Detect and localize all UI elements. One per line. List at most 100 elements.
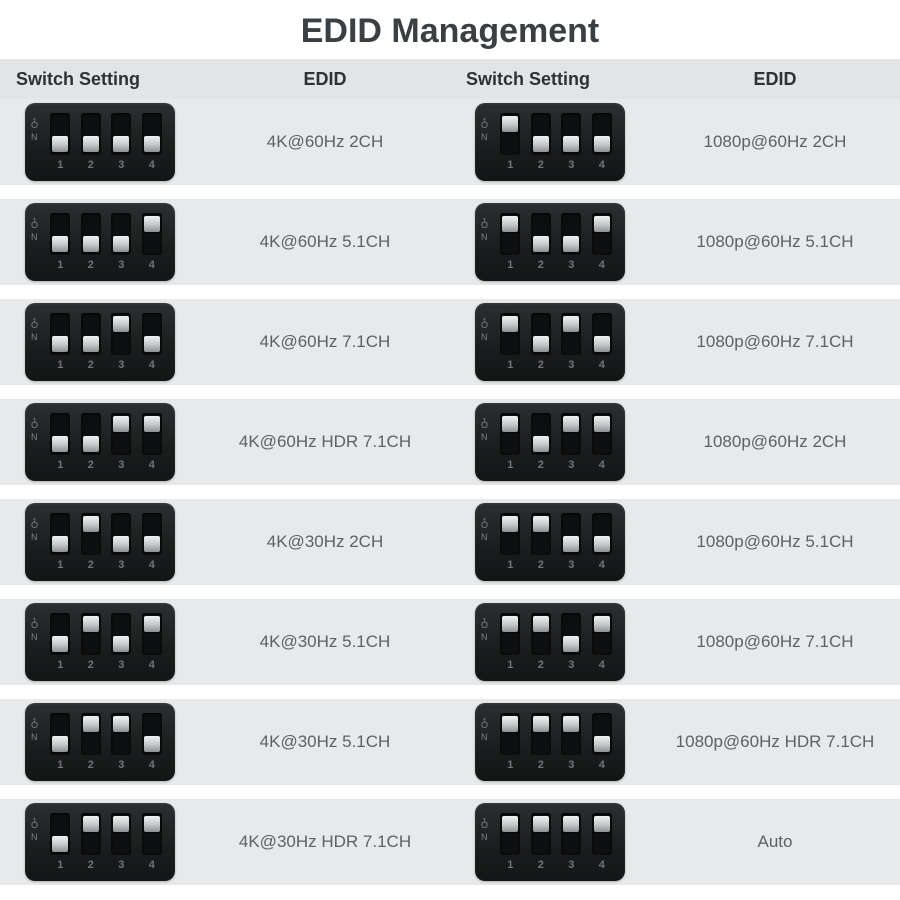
dip-knob — [144, 536, 160, 552]
dip-slot: 1 — [49, 513, 72, 575]
dip-track — [592, 713, 612, 755]
dip-track — [531, 413, 551, 455]
dip-slot: 3 — [110, 413, 133, 475]
dip-knob — [83, 816, 99, 832]
dip-slot: 1 — [49, 813, 72, 875]
cell-switch: ↑ON1234 — [0, 503, 200, 581]
dip-number: 3 — [568, 559, 574, 571]
cell-switch: ↑ON1234 — [0, 603, 200, 681]
dip-track — [142, 413, 162, 455]
dip-knob — [144, 136, 160, 152]
dip-switch: ↑ON1234 — [475, 703, 625, 781]
dip-track — [500, 713, 520, 755]
dip-number: 1 — [57, 559, 63, 571]
cell-edid: 4K@60Hz 5.1CH — [200, 232, 450, 252]
dip-track — [531, 613, 551, 655]
dip-track — [111, 813, 131, 855]
dip-track — [531, 713, 551, 755]
dip-knob — [533, 516, 549, 532]
cell-switch: ↑ON1234 — [450, 803, 650, 881]
dip-knob — [563, 416, 579, 432]
dip-slot: 2 — [530, 313, 553, 375]
dip-number: 4 — [599, 759, 605, 771]
dip-number: 2 — [88, 559, 94, 571]
dip-slot: 4 — [141, 113, 164, 175]
dip-slot: 1 — [499, 813, 522, 875]
dip-slot: 4 — [141, 713, 164, 775]
dip-slot: 2 — [530, 113, 553, 175]
dip-number: 1 — [507, 559, 513, 571]
dip-knob — [52, 636, 68, 652]
dip-slot: 2 — [80, 713, 103, 775]
dip-slot: 4 — [141, 513, 164, 575]
dip-knob — [52, 536, 68, 552]
dip-number: 1 — [507, 859, 513, 871]
table-row: ↑ON12344K@30Hz 5.1CH↑ON12341080p@60Hz HD… — [0, 699, 900, 785]
dip-knob — [52, 436, 68, 452]
cell-switch: ↑ON1234 — [450, 303, 650, 381]
dip-knob — [113, 236, 129, 252]
dip-number: 4 — [149, 559, 155, 571]
cell-edid: 4K@60Hz 2CH — [200, 132, 450, 152]
dip-knob — [144, 616, 160, 632]
cell-edid: 1080p@60Hz 2CH — [650, 132, 900, 152]
dip-number: 2 — [538, 359, 544, 371]
dip-knob — [594, 616, 610, 632]
dip-switch: ↑ON1234 — [475, 403, 625, 481]
cell-switch: ↑ON1234 — [0, 303, 200, 381]
dip-slot: 2 — [80, 513, 103, 575]
dip-knob — [594, 536, 610, 552]
dip-slots: 1234 — [499, 313, 613, 375]
dip-slot: 4 — [141, 613, 164, 675]
dip-track — [561, 513, 581, 555]
dip-track — [592, 613, 612, 655]
dip-number: 3 — [568, 159, 574, 171]
cell-switch: ↑ON1234 — [450, 203, 650, 281]
dip-track — [111, 613, 131, 655]
dip-knob — [533, 816, 549, 832]
cell-edid: 1080p@60Hz 7.1CH — [650, 632, 900, 652]
dip-slots: 1234 — [499, 713, 613, 775]
dip-number: 3 — [568, 259, 574, 271]
dip-side-labels: ON — [481, 119, 489, 143]
dip-switch: ↑ON1234 — [475, 603, 625, 681]
dip-knob — [594, 736, 610, 752]
dip-slot: 4 — [591, 413, 614, 475]
dip-knob — [594, 136, 610, 152]
dip-number: 3 — [118, 159, 124, 171]
dip-track — [111, 413, 131, 455]
dip-slot: 1 — [49, 413, 72, 475]
cell-edid: 1080p@60Hz HDR 7.1CH — [650, 732, 900, 752]
dip-side-labels: ON — [31, 819, 39, 843]
dip-track — [81, 813, 101, 855]
dip-slot: 2 — [80, 813, 103, 875]
dip-switch: ↑ON1234 — [25, 303, 175, 381]
dip-knob — [533, 716, 549, 732]
dip-slot: 2 — [530, 813, 553, 875]
cell-switch: ↑ON1234 — [450, 603, 650, 681]
dip-number: 3 — [118, 359, 124, 371]
dip-switch: ↑ON1234 — [475, 503, 625, 581]
dip-track — [500, 413, 520, 455]
dip-track — [592, 213, 612, 255]
dip-number: 4 — [149, 459, 155, 471]
dip-side-labels: ON — [481, 719, 489, 743]
dip-track — [111, 213, 131, 255]
dip-track — [142, 513, 162, 555]
dip-number: 2 — [88, 659, 94, 671]
header-edid-left: EDID — [200, 69, 450, 90]
dip-number: 4 — [149, 759, 155, 771]
dip-knob — [563, 716, 579, 732]
table-header: Switch Setting EDID Switch Setting EDID — [0, 59, 900, 99]
dip-number: 2 — [538, 459, 544, 471]
dip-knob — [502, 416, 518, 432]
dip-slot: 3 — [110, 113, 133, 175]
dip-knob — [502, 216, 518, 232]
dip-side-labels: ON — [31, 419, 39, 443]
dip-number: 1 — [507, 259, 513, 271]
dip-switch: ↑ON1234 — [25, 103, 175, 181]
dip-number: 3 — [568, 359, 574, 371]
dip-number: 1 — [507, 159, 513, 171]
dip-knob — [144, 416, 160, 432]
dip-number: 4 — [149, 259, 155, 271]
